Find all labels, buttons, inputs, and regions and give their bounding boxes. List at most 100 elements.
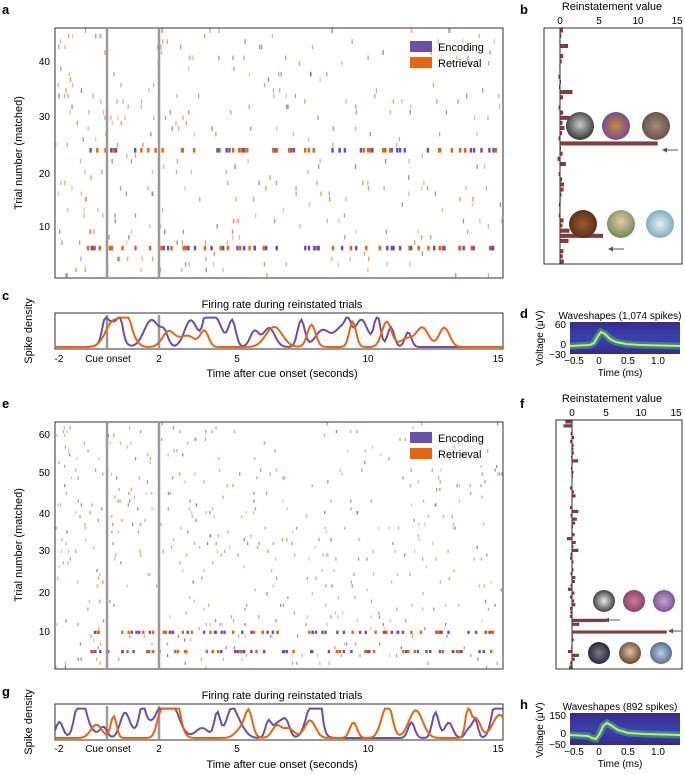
encoding-spike (114, 148, 118, 153)
retrieval-spike (359, 653, 361, 658)
retrieval-spike (258, 541, 260, 546)
ytick-label: 60 (555, 320, 567, 331)
encoding-spike (445, 110, 448, 115)
encoding-spike (220, 630, 223, 634)
encoding-spike (291, 661, 294, 665)
legend-label-retrieval: Retrieval (438, 449, 481, 461)
encoding-spike (67, 207, 69, 213)
encoding-spike (164, 229, 166, 235)
retrieval-spike (121, 518, 123, 522)
retrieval-spike (108, 245, 112, 251)
retrieval-spike (463, 148, 467, 153)
retrieval-spike (404, 437, 406, 441)
retrieval-spike (269, 175, 271, 180)
retrieval-spike (117, 499, 119, 503)
encoding-spike (237, 553, 239, 557)
retrieval-spike (405, 619, 407, 623)
ytick-label: 40 (39, 57, 51, 68)
reinstatement-bar (571, 653, 579, 657)
retrieval-spike (291, 541, 293, 546)
retrieval-spike (76, 120, 78, 126)
encoding-spike (59, 503, 62, 507)
encoding-spike (117, 115, 119, 120)
raster-a-spikes (55, 28, 503, 278)
retrieval-spike (117, 530, 120, 534)
encoding-spike (90, 229, 92, 235)
retrieval-spike (472, 196, 474, 202)
encoding-spike (482, 650, 485, 654)
retrieval-spike (338, 218, 340, 224)
retrieval-spike (487, 273, 490, 278)
encoding-spike (231, 229, 234, 235)
ytick-label: 0 (560, 729, 566, 740)
encoding-spike (410, 104, 412, 110)
encoding-spike (259, 44, 261, 50)
reinstatement-bar (559, 33, 562, 38)
retrieval-spike (436, 630, 439, 634)
stimulus-image-city (650, 642, 672, 664)
encoding-spike (110, 148, 113, 153)
retrieval-spike (250, 534, 252, 538)
encoding-spike (443, 245, 446, 251)
encoding-spike (272, 88, 275, 93)
retrieval-spike (318, 538, 320, 542)
encoding-spike (269, 472, 271, 476)
encoding-spike (59, 39, 62, 44)
encoding-spike (447, 630, 450, 634)
reinstatement-bar (558, 172, 561, 177)
encoding-spike (120, 82, 122, 88)
encoding-spike (236, 245, 239, 251)
encoding-spike (317, 115, 319, 120)
xtick-label: 5 (596, 16, 602, 27)
encoding-spike (210, 534, 212, 538)
retrieval-spike (92, 93, 94, 99)
retrieval-spike (185, 120, 187, 126)
retrieval-spike (211, 650, 214, 654)
reinstatement-bar (571, 541, 576, 545)
encoding-spike (77, 657, 79, 661)
encoding-spike (190, 169, 192, 175)
retrieval-spike (441, 245, 444, 251)
retrieval-spike (77, 499, 79, 503)
encoding-spike (209, 534, 211, 538)
encoding-spike (327, 650, 331, 654)
encoding-spike (461, 453, 463, 457)
reinstatement-bar (571, 622, 580, 626)
retrieval-spike (104, 50, 106, 55)
retrieval-spike (79, 158, 82, 164)
panel-letter-c: c (2, 288, 9, 303)
stimulus-image-statue (646, 210, 674, 238)
retrieval-spike (245, 653, 248, 658)
reinstatement-bar (571, 576, 576, 580)
encoding-spike (457, 99, 459, 104)
xtick-label: 10 (632, 16, 644, 27)
encoding-spike (107, 433, 109, 438)
encoding-spike (244, 39, 246, 44)
retrieval-spike (266, 273, 268, 278)
retrieval-spike (90, 175, 92, 180)
encoding-spike (357, 511, 359, 515)
retrieval-spike (191, 511, 193, 515)
encoding-spike (430, 235, 432, 240)
encoding-spike (167, 507, 169, 511)
retrieval-spike (126, 240, 128, 245)
ytick-label: −50 (549, 740, 566, 751)
retrieval-spike (272, 584, 274, 588)
reinstatement-bar (571, 455, 573, 459)
encoding-spike (279, 88, 281, 93)
reinstatement-bar (571, 603, 576, 607)
encoding-spike (65, 619, 67, 623)
reinstatement-bar (559, 259, 564, 264)
encoding-spike (383, 186, 385, 191)
retrieval-spike (455, 273, 457, 278)
retrieval-spike (291, 530, 294, 534)
retrieval-spike (89, 511, 91, 515)
reinstatement-bar (571, 443, 574, 447)
encoding-spike (230, 110, 232, 115)
encoding-spike (113, 71, 115, 77)
xtick-label: 0 (596, 356, 602, 367)
retrieval-spike (96, 584, 99, 588)
encoding-spike (63, 464, 66, 468)
retrieval-spike (120, 120, 122, 126)
encoding-spike (59, 229, 61, 235)
